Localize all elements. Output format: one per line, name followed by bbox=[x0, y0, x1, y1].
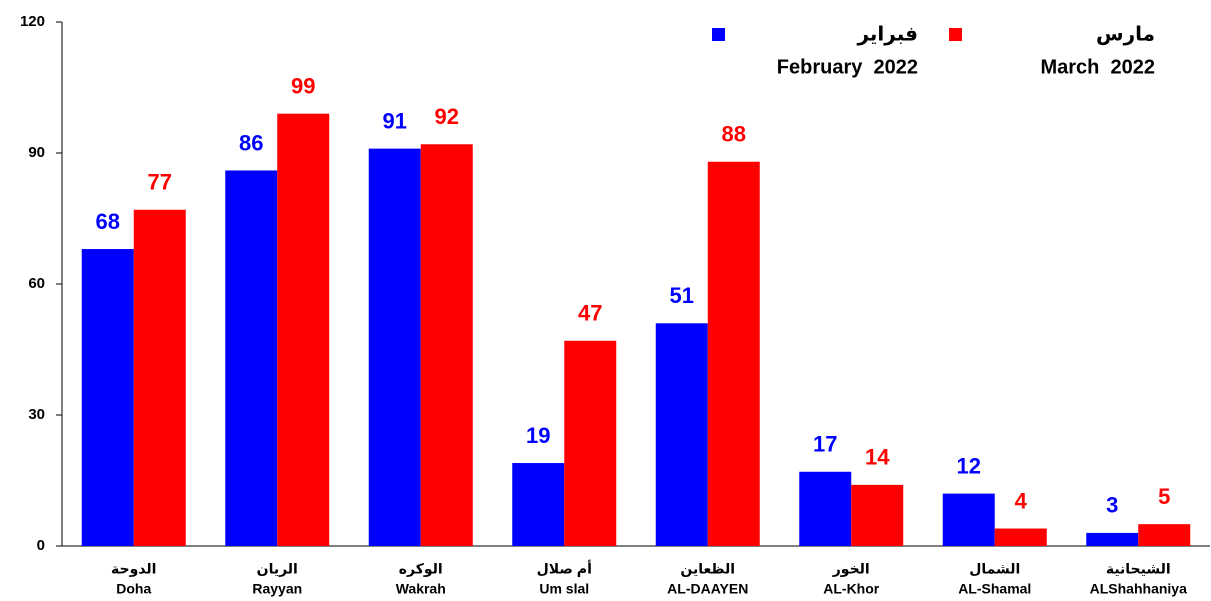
y-tick-label: 30 bbox=[28, 406, 45, 423]
value-label: 77 bbox=[148, 170, 172, 195]
value-label: 91 bbox=[383, 108, 407, 133]
bar bbox=[1086, 532, 1139, 546]
x-tick-label-arabic: الشمال bbox=[969, 561, 1020, 577]
value-label: 4 bbox=[1015, 488, 1028, 513]
value-label: 68 bbox=[96, 209, 120, 234]
x-tick-label: ALShahhaniya bbox=[1090, 581, 1187, 597]
y-tick-label: 60 bbox=[28, 275, 45, 292]
bar bbox=[707, 161, 760, 546]
x-tick-label: Rayyan bbox=[252, 581, 302, 597]
legend-label: March 2022 bbox=[1040, 56, 1155, 78]
bar bbox=[225, 170, 278, 546]
y-tick-label: 120 bbox=[20, 13, 45, 30]
value-label: 51 bbox=[670, 283, 694, 308]
x-tick-label-arabic: الخور bbox=[832, 561, 870, 578]
value-label: 5 bbox=[1158, 484, 1170, 509]
value-label: 14 bbox=[865, 445, 890, 470]
x-tick-label-arabic: الدوحة bbox=[111, 561, 156, 578]
x-tick-label-arabic: الريان bbox=[257, 561, 298, 578]
bar bbox=[799, 471, 852, 546]
value-label: 12 bbox=[957, 453, 981, 478]
x-tick-label: AL-DAAYEN bbox=[667, 581, 748, 597]
legend-label-arabic: فبراير bbox=[856, 23, 918, 45]
bar bbox=[368, 148, 421, 546]
x-tick-label: AL-Khor bbox=[823, 581, 880, 597]
x-tick-label: Doha bbox=[116, 581, 151, 597]
value-label: 17 bbox=[813, 432, 837, 457]
value-label: 88 bbox=[722, 122, 746, 147]
bar bbox=[277, 113, 330, 546]
bar bbox=[942, 493, 995, 546]
x-tick-label: AL-Shamal bbox=[958, 581, 1031, 597]
y-tick-label: 90 bbox=[28, 144, 45, 161]
bar bbox=[133, 209, 186, 546]
legend-label-arabic: مارس bbox=[1096, 23, 1155, 45]
x-tick-label-arabic: أم صلال bbox=[537, 560, 592, 577]
bar bbox=[512, 463, 565, 546]
legend-swatch bbox=[949, 28, 962, 41]
value-label: 86 bbox=[239, 130, 263, 155]
x-tick-label-arabic: الظعاين bbox=[680, 561, 735, 578]
bar bbox=[994, 528, 1047, 546]
legend-label: February 2022 bbox=[777, 56, 918, 78]
x-tick-label: Wakrah bbox=[396, 581, 446, 597]
value-label: 99 bbox=[291, 74, 315, 99]
value-label: 92 bbox=[435, 104, 459, 129]
value-label: 19 bbox=[526, 423, 550, 448]
x-tick-label-arabic: الوكره bbox=[399, 561, 443, 578]
legend-swatch bbox=[712, 28, 725, 41]
x-tick-label-arabic: الشيحانية bbox=[1106, 561, 1171, 577]
bar bbox=[655, 323, 708, 546]
value-label: 3 bbox=[1106, 493, 1118, 518]
bar bbox=[1138, 524, 1191, 546]
bar bbox=[564, 340, 617, 546]
value-label: 47 bbox=[578, 301, 602, 326]
bar bbox=[81, 249, 134, 547]
bar bbox=[420, 144, 473, 546]
y-tick-label: 0 bbox=[37, 537, 45, 554]
bar bbox=[851, 484, 904, 546]
x-tick-label: Um slal bbox=[539, 581, 589, 597]
